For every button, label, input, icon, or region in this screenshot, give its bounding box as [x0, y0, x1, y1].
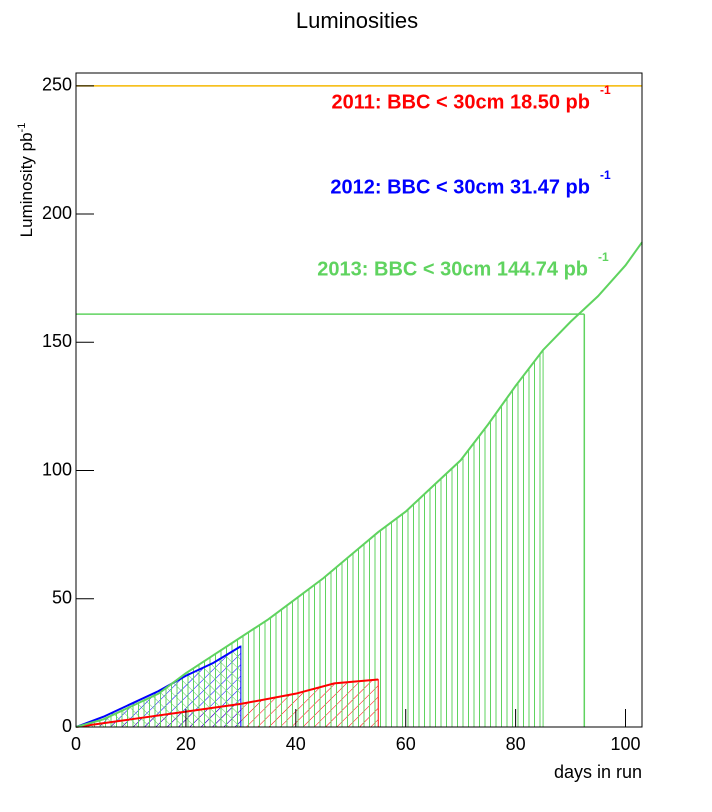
x-tick-label: 60: [396, 734, 416, 754]
y-tick-label: 200: [42, 203, 72, 223]
chart-title: Luminosities: [296, 8, 418, 33]
y-axis-label-sup: -1: [16, 123, 28, 133]
x-tick-label: 80: [506, 734, 526, 754]
y-tick-label: 100: [42, 459, 72, 479]
series-fill: [75, 348, 544, 728]
x-tick-label: 100: [610, 734, 640, 754]
y-axis-label-text: Luminosity pb: [17, 132, 36, 237]
x-tick-label: 20: [176, 734, 196, 754]
y-axis-label: Luminosity pb-1: [16, 123, 37, 238]
series-line: [75, 678, 379, 728]
annotation: 2011: BBC < 30cm 18.50 pb: [332, 91, 590, 113]
series-line: [75, 241, 643, 728]
annotation-sup: -1: [600, 83, 611, 97]
y-tick-label: 150: [42, 331, 72, 351]
annotation: 2012: BBC < 30cm 31.47 pb: [330, 176, 590, 198]
x-axis-label: days in run: [554, 762, 642, 782]
annotation-sup: -1: [598, 250, 609, 264]
x-tick-label: 40: [286, 734, 306, 754]
annotation-sup: -1: [600, 168, 611, 182]
y-tick-label: 50: [52, 588, 72, 608]
x-tick-label: 0: [71, 734, 81, 754]
plot-frame: [75, 72, 643, 728]
series-line: [75, 645, 242, 728]
annotation: 2013: BBC < 30cm 144.74 pb: [317, 258, 588, 280]
y-tick-label: 0: [62, 716, 72, 736]
y-tick-label: 250: [42, 75, 72, 95]
